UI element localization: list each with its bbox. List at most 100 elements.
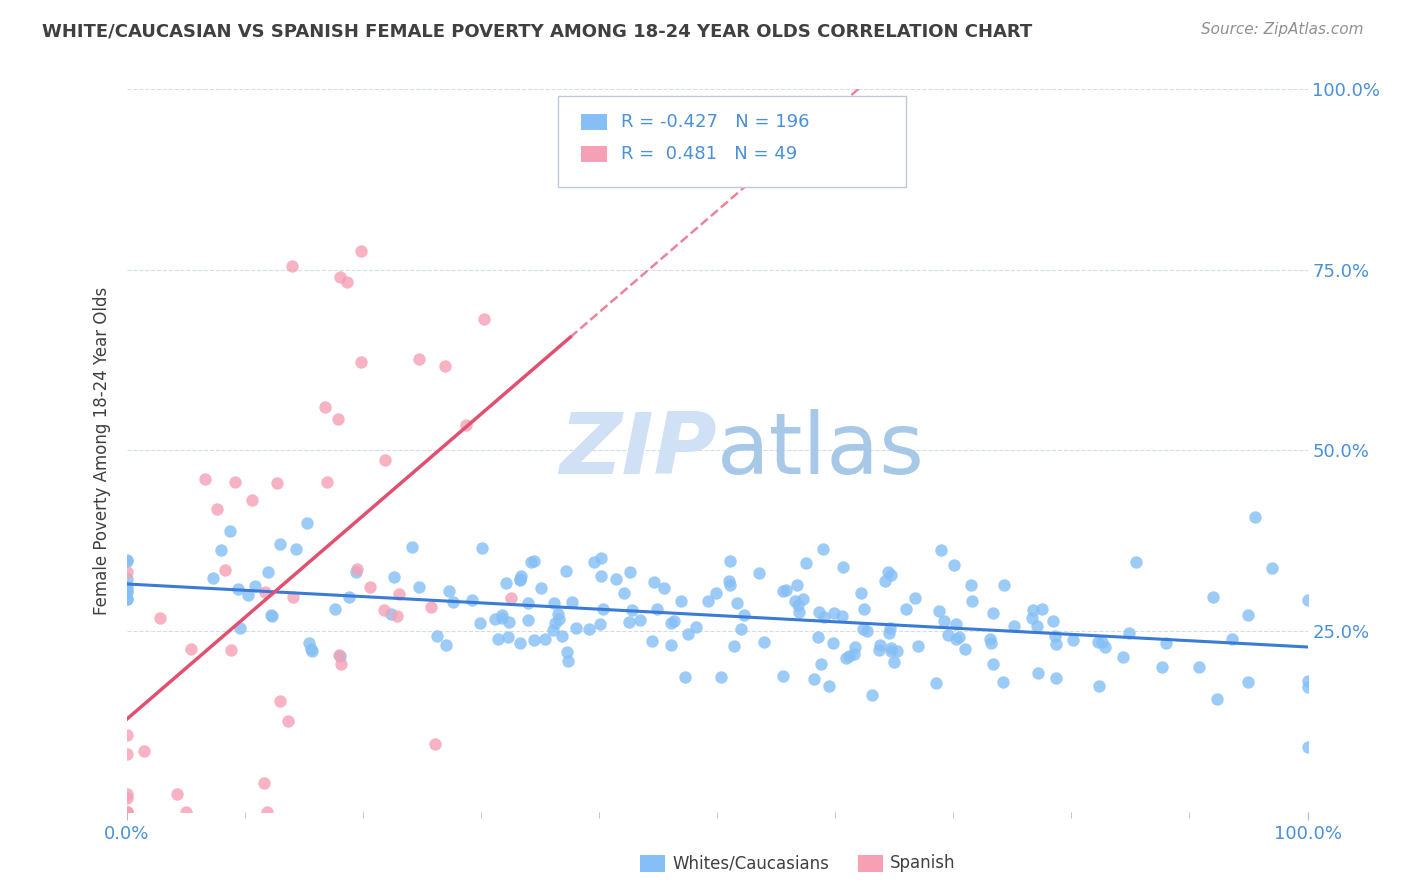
Point bbox=[253, 585, 276, 599]
Point bbox=[792, 591, 814, 606]
Point bbox=[226, 582, 249, 596]
Point bbox=[877, 565, 900, 579]
Point bbox=[979, 632, 1001, 646]
Point bbox=[385, 609, 408, 624]
Point bbox=[675, 670, 697, 684]
Point bbox=[589, 617, 612, 632]
Text: atlas: atlas bbox=[717, 409, 925, 492]
Point bbox=[733, 607, 755, 622]
Point bbox=[991, 674, 1014, 689]
Point bbox=[807, 605, 830, 619]
Point bbox=[115, 554, 138, 568]
Point bbox=[456, 418, 478, 433]
Point bbox=[823, 636, 845, 650]
Point bbox=[803, 672, 825, 686]
Point bbox=[115, 591, 138, 606]
Point bbox=[488, 632, 510, 646]
Point bbox=[1043, 629, 1066, 643]
Point bbox=[1118, 625, 1140, 640]
Point bbox=[238, 588, 260, 602]
Point bbox=[945, 632, 967, 646]
Point bbox=[578, 622, 600, 636]
Point bbox=[134, 744, 156, 758]
Point bbox=[329, 270, 352, 285]
Point bbox=[752, 635, 775, 649]
Point bbox=[298, 635, 321, 649]
Point bbox=[115, 592, 138, 607]
Point bbox=[1152, 660, 1174, 674]
Point bbox=[326, 412, 349, 426]
Point bbox=[1261, 560, 1284, 574]
Point bbox=[842, 648, 865, 662]
Point bbox=[945, 616, 967, 631]
Point bbox=[589, 550, 612, 565]
Point bbox=[1045, 671, 1067, 685]
Point bbox=[619, 615, 641, 630]
Point bbox=[541, 623, 564, 637]
Point bbox=[851, 586, 873, 600]
Point bbox=[1220, 632, 1243, 647]
Point bbox=[591, 569, 613, 583]
Point bbox=[643, 575, 665, 590]
Point bbox=[224, 475, 246, 490]
Point bbox=[1088, 680, 1111, 694]
Point bbox=[547, 607, 569, 621]
Point bbox=[1094, 640, 1116, 655]
Point bbox=[491, 611, 513, 625]
Point bbox=[491, 607, 513, 622]
Text: Spanish: Spanish bbox=[890, 855, 956, 872]
Point bbox=[252, 776, 274, 790]
Point bbox=[813, 609, 835, 624]
Point bbox=[301, 644, 323, 658]
Point bbox=[1244, 510, 1267, 524]
Point bbox=[582, 555, 605, 569]
Point bbox=[1296, 740, 1319, 755]
Point bbox=[214, 563, 236, 577]
Point bbox=[772, 669, 794, 683]
Point bbox=[245, 579, 267, 593]
Point bbox=[880, 640, 903, 655]
Point bbox=[934, 614, 956, 628]
Point bbox=[775, 582, 797, 597]
Point bbox=[1237, 607, 1260, 622]
Point bbox=[209, 542, 232, 557]
Point bbox=[880, 644, 903, 658]
Point bbox=[349, 355, 371, 369]
Point bbox=[495, 576, 517, 591]
Point bbox=[794, 556, 817, 570]
Point bbox=[269, 537, 291, 551]
Point bbox=[706, 585, 728, 599]
Point bbox=[382, 570, 405, 584]
Point bbox=[419, 599, 441, 614]
Point bbox=[880, 567, 903, 582]
Text: R = -0.427   N = 196: R = -0.427 N = 196 bbox=[621, 112, 810, 131]
Point bbox=[886, 644, 908, 658]
Point bbox=[877, 625, 900, 640]
Point bbox=[659, 638, 682, 652]
Text: ZIP: ZIP bbox=[560, 409, 717, 492]
Point bbox=[205, 502, 228, 516]
Point bbox=[510, 568, 533, 582]
Point bbox=[281, 591, 304, 605]
Point bbox=[441, 595, 464, 609]
Point bbox=[346, 562, 368, 576]
Point bbox=[1202, 591, 1225, 605]
Point bbox=[314, 401, 336, 415]
Point bbox=[942, 558, 965, 573]
Point bbox=[1188, 659, 1211, 673]
Point bbox=[219, 643, 242, 657]
Point bbox=[219, 524, 242, 539]
Point bbox=[501, 591, 523, 606]
Point bbox=[266, 475, 288, 490]
Point bbox=[1031, 602, 1053, 616]
Point bbox=[388, 587, 411, 601]
Point bbox=[955, 642, 977, 657]
Point bbox=[299, 642, 322, 657]
Point bbox=[980, 636, 1002, 650]
Point bbox=[329, 648, 352, 663]
Point bbox=[928, 604, 950, 618]
Point bbox=[685, 620, 707, 634]
Point bbox=[831, 609, 853, 624]
Point bbox=[548, 612, 571, 626]
Point bbox=[823, 607, 845, 621]
